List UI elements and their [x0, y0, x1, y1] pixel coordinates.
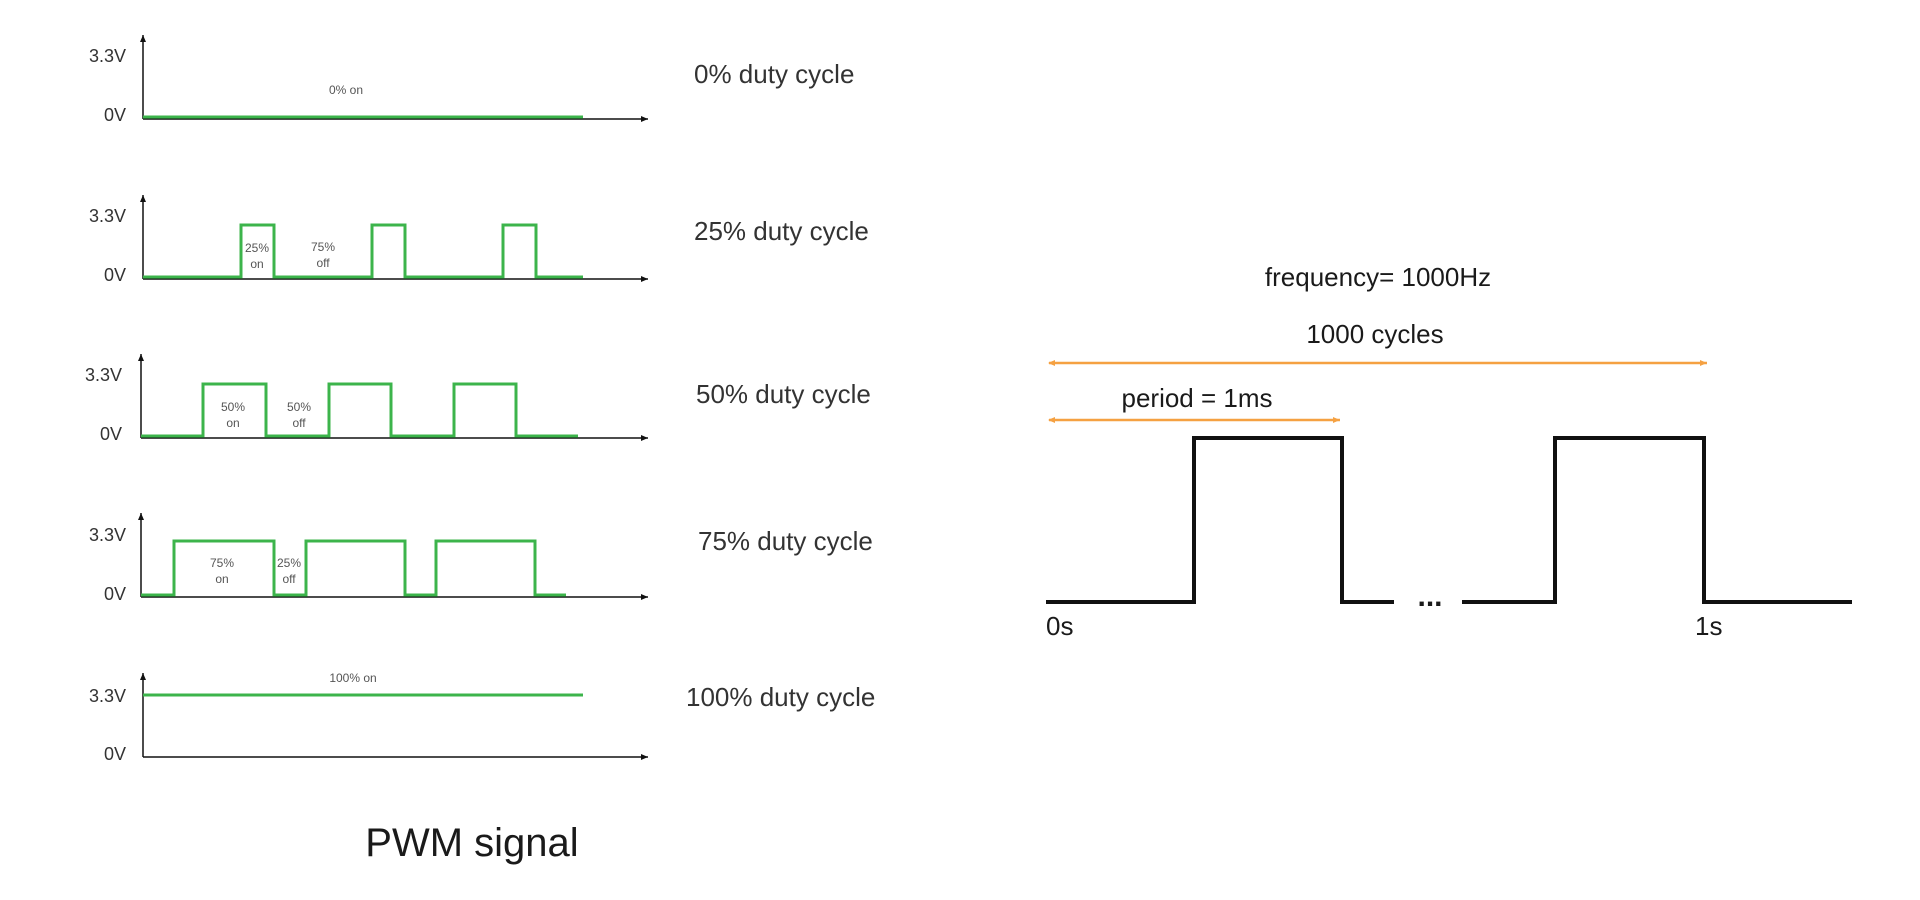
duty-cycle-label: 50% duty cycle — [696, 379, 871, 409]
frequency-diagram: frequency= 1000Hz 1000 cycles period = 1… — [1046, 262, 1852, 641]
cycles-label: 1000 cycles — [1306, 319, 1443, 349]
y-high-label: 3.3V — [85, 365, 122, 385]
pwm-signal — [141, 539, 566, 597]
duty-cycle-label: 0% duty cycle — [694, 59, 854, 89]
panel-25-duty: 3.3V 0V 25% on 75% off 25% duty cycle — [89, 195, 869, 285]
diagram-title: PWM signal — [365, 821, 578, 865]
frequency-label: frequency= 1000Hz — [1265, 262, 1491, 292]
start-time-label: 0s — [1046, 611, 1073, 641]
off-annotation-word: off — [316, 256, 330, 270]
off-annotation-word: off — [292, 416, 306, 430]
y-high-label: 3.3V — [89, 686, 126, 706]
on-annotation-word: on — [250, 257, 263, 271]
y-low-label: 0V — [104, 584, 126, 604]
panel-50-duty: 3.3V 0V 50% on 50% off 50% duty cycle — [85, 354, 871, 444]
on-annotation: 100% on — [329, 671, 376, 685]
off-annotation-pct: 25% — [277, 556, 301, 570]
on-annotation-pct: 75% — [210, 556, 234, 570]
off-annotation-pct: 75% — [311, 240, 335, 254]
square-wave-start — [1046, 436, 1394, 604]
panel-75-duty: 3.3V 0V 75% on 25% off 75% duty cycle — [89, 513, 873, 604]
on-annotation-word: on — [226, 416, 239, 430]
panel-0-duty: 3.3V 0V 0% on 0% duty cycle — [89, 35, 854, 125]
on-annotation-pct: 25% — [245, 241, 269, 255]
period-label: period = 1ms — [1121, 383, 1272, 413]
on-annotation-word: on — [215, 572, 228, 586]
duty-cycle-label: 75% duty cycle — [698, 526, 873, 556]
on-annotation: 0% on — [329, 83, 363, 97]
y-high-label: 3.3V — [89, 206, 126, 226]
pwm-signal — [143, 223, 583, 279]
panel-100-duty: 3.3V 0V 100% on 100% duty cycle — [89, 671, 875, 764]
on-annotation-pct: 50% — [221, 400, 245, 414]
y-high-label: 3.3V — [89, 525, 126, 545]
pwm-signal — [141, 382, 578, 438]
duty-cycle-label: 100% duty cycle — [686, 682, 875, 712]
end-time-label: 1s — [1695, 611, 1722, 641]
y-low-label: 0V — [100, 424, 122, 444]
off-annotation-word: off — [282, 572, 296, 586]
y-low-label: 0V — [104, 105, 126, 125]
square-wave-end — [1462, 436, 1852, 604]
y-high-label: 3.3V — [89, 46, 126, 66]
duty-cycle-label: 25% duty cycle — [694, 216, 869, 246]
y-low-label: 0V — [104, 744, 126, 764]
off-annotation-pct: 50% — [287, 400, 311, 414]
ellipsis: ... — [1417, 580, 1442, 613]
y-low-label: 0V — [104, 265, 126, 285]
